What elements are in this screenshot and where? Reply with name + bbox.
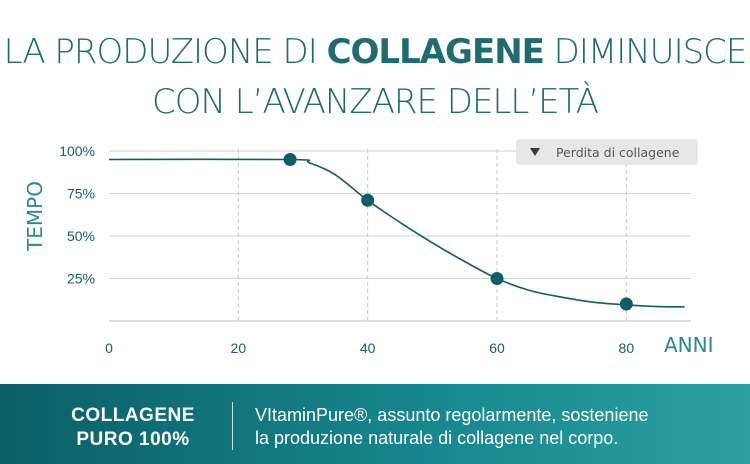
data-point-marker <box>619 297 633 311</box>
title-pre: LA PRODUZIONE DI <box>3 32 327 72</box>
footer-banner: COLLAGENE PURO 100% VItaminPure®, assunt… <box>0 384 750 464</box>
y-tick-label: 100% <box>59 143 95 159</box>
footer-right-line-1: VItaminPure®, assunto regolarmente, sost… <box>255 405 649 425</box>
page-title-line-1: LA PRODUZIONE DI COLLAGENE DIMINUISCE <box>0 32 750 72</box>
x-axis-title: ANNI <box>664 333 714 357</box>
y-tick-labels: 25% 50% 75% 100% <box>59 143 95 287</box>
footer-right-line-2: la produzione naturale di collagene nel … <box>255 428 619 448</box>
footer-left-block: COLLAGENE PURO 100% <box>38 404 228 452</box>
footer-right-block: VItaminPure®, assunto regolarmente, sost… <box>255 404 735 450</box>
legend-label: Perdita di collagene <box>556 144 680 160</box>
data-point-marker <box>283 153 297 166</box>
legend: Perdita di collagene <box>516 139 698 165</box>
page-title-line-2: CON L’AVANZARE DELL’ETÀ <box>151 82 599 122</box>
y-tick-label: 50% <box>67 228 95 244</box>
y-tick-label: 25% <box>67 271 95 287</box>
data-point-marker <box>361 193 375 207</box>
grid-lines <box>109 149 691 322</box>
collagen-line-chart: 0 20 40 60 80 25% 50% 75% 100% TEMPO ANNI <box>23 143 714 357</box>
y-axis-title: TEMPO <box>23 181 47 252</box>
series-line-collagen-loss <box>108 158 685 308</box>
footer-left-line-2: PURO 100% <box>76 429 190 450</box>
x-tick-label: 0 <box>105 340 113 356</box>
x-tick-label: 20 <box>231 340 247 356</box>
footer-left-line-1: COLLAGENE <box>71 405 195 426</box>
x-tick-label: 40 <box>360 340 376 356</box>
y-tick-label: 75% <box>67 186 95 202</box>
series-markers <box>283 153 633 311</box>
x-tick-label: 60 <box>489 340 505 356</box>
triangle-down-icon <box>530 148 540 156</box>
title-post: DIMINUISCE <box>543 32 748 72</box>
x-tick-labels: 0 20 40 60 80 <box>105 340 634 356</box>
x-tick-label: 80 <box>619 340 635 356</box>
footer-divider <box>232 402 233 450</box>
title-bold-collagene: COLLAGENE <box>326 32 545 72</box>
data-point-marker <box>490 272 504 285</box>
